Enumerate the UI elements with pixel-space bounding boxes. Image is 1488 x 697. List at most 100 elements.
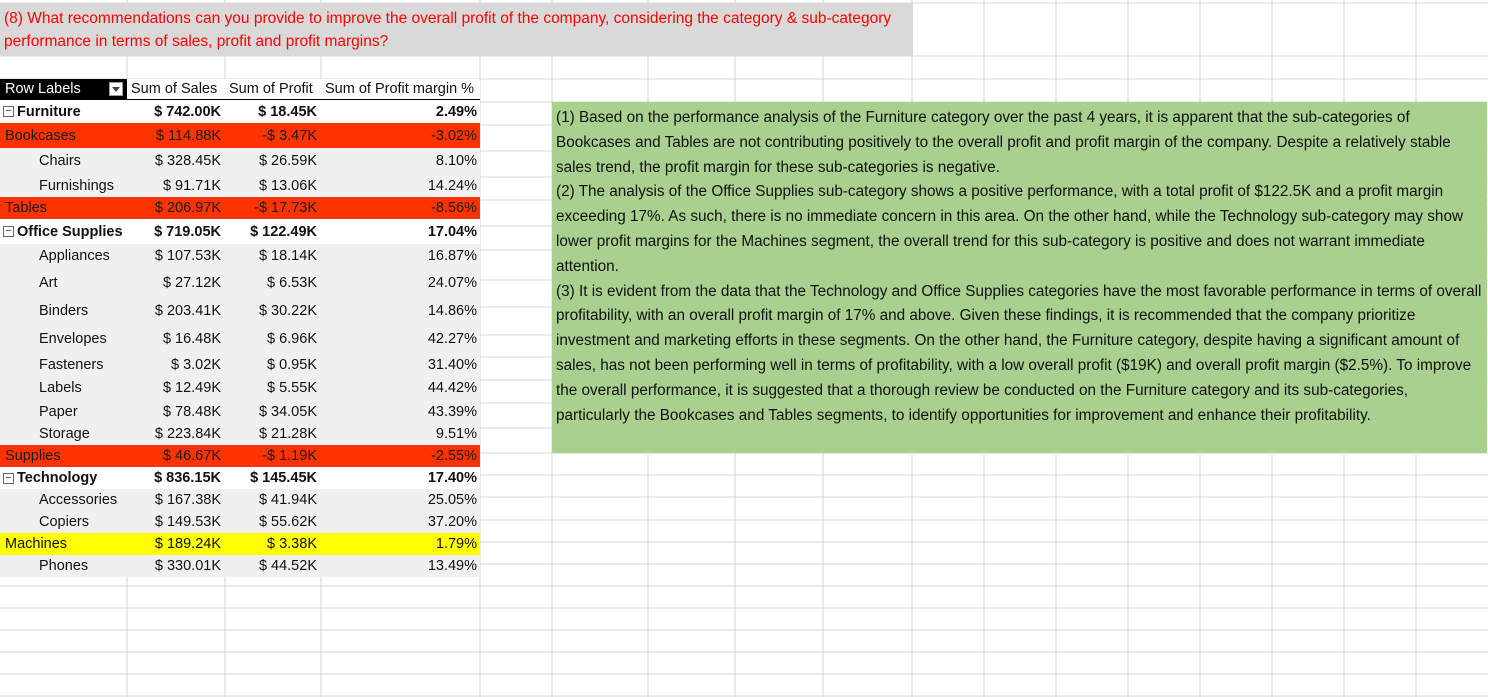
subcategory-sales[interactable]: $ 149.53K [154, 514, 221, 530]
pivot-category-row[interactable]: − Office Supplies $ 719.05K $ 122.49K 17.04% [0, 219, 480, 244]
subcategory-margin[interactable]: 25.05% [427, 492, 477, 508]
pivot-subcategory-row[interactable]: Chairs $ 328.45K $ 26.59K 8.10% [0, 148, 480, 174]
subcategory-sales[interactable]: $ 46.67K [162, 448, 221, 464]
pivot-subcategory-row[interactable]: Bookcases $ 114.88K -$ 3.47K -3.02% [0, 123, 480, 148]
subcategory-name[interactable]: Phones [39, 558, 89, 574]
pivot-subcategory-row[interactable]: Phones $ 330.01K $ 44.52K 13.49% [0, 555, 480, 577]
subcategory-sales[interactable]: $ 203.41K [154, 302, 221, 319]
subcategory-name[interactable]: Fasteners [39, 357, 104, 373]
pivot-subcategory-row[interactable]: Art $ 27.12K $ 6.53K 24.07% [0, 268, 480, 297]
pivot-subcategory-row[interactable]: Fasteners $ 3.02K $ 0.95K 31.40% [0, 354, 480, 376]
subcategory-margin[interactable]: 14.24% [427, 177, 477, 194]
category-margin[interactable]: 17.40% [427, 470, 477, 486]
pivot-subcategory-row[interactable]: Binders $ 203.41K $ 30.22K 14.86% [0, 297, 480, 324]
subcategory-sales[interactable]: $ 78.48K [162, 403, 221, 420]
subcategory-name[interactable]: Envelopes [39, 331, 107, 347]
subcategory-margin[interactable]: -2.55% [431, 448, 477, 464]
subcategory-profit[interactable]: $ 13.06K [258, 177, 317, 194]
subcategory-sales[interactable]: $ 206.97K [154, 200, 221, 216]
subcategory-margin[interactable]: 9.51% [435, 426, 477, 442]
header-row-labels[interactable]: Row Labels [0, 79, 127, 99]
subcategory-margin[interactable]: 24.07% [427, 274, 477, 291]
question-text[interactable]: (8) What recommendations can you provide… [0, 3, 913, 56]
collapse-icon[interactable]: − [3, 472, 14, 484]
subcategory-sales[interactable]: $ 107.53K [154, 248, 221, 264]
subcategory-margin[interactable]: 13.49% [427, 558, 477, 574]
subcategory-profit[interactable]: $ 21.28K [258, 426, 317, 442]
subcategory-margin[interactable]: -8.56% [431, 200, 477, 216]
subcategory-name[interactable]: Accessories [39, 492, 118, 508]
subcategory-sales[interactable]: $ 12.49K [162, 380, 221, 396]
subcategory-profit[interactable]: $ 55.62K [258, 514, 317, 530]
pivot-category-row[interactable]: − Furniture $ 742.00K $ 18.45K 2.49% [0, 100, 480, 123]
subcategory-profit[interactable]: $ 18.14K [258, 248, 317, 264]
filter-dropdown-icon[interactable] [109, 82, 123, 96]
subcategory-margin[interactable]: 8.10% [435, 153, 477, 169]
subcategory-name[interactable]: Binders [39, 302, 89, 319]
category-sales[interactable]: $ 836.15K [154, 470, 221, 486]
category-margin[interactable]: 2.49% [435, 103, 477, 120]
category-sales[interactable]: $ 742.00K [154, 103, 221, 120]
subcategory-margin[interactable]: 14.86% [427, 302, 477, 319]
subcategory-name[interactable]: Appliances [39, 248, 110, 264]
subcategory-sales[interactable]: $ 91.71K [162, 177, 221, 194]
subcategory-sales[interactable]: $ 223.84K [154, 426, 221, 442]
pivot-table[interactable]: Row Labels Sum of Sales Sum of Profit Su… [0, 79, 480, 577]
subcategory-margin[interactable]: 1.79% [435, 536, 477, 552]
subcategory-margin[interactable]: 42.27% [427, 331, 477, 347]
subcategory-sales[interactable]: $ 328.45K [154, 153, 221, 169]
subcategory-sales[interactable]: $ 114.88K [155, 127, 221, 144]
pivot-subcategory-row[interactable]: Paper $ 78.48K $ 34.05K 43.39% [0, 400, 480, 423]
subcategory-margin[interactable]: 37.20% [427, 514, 477, 530]
pivot-subcategory-row[interactable]: Appliances $ 107.53K $ 18.14K 16.87% [0, 244, 480, 268]
subcategory-margin[interactable]: -3.02% [431, 127, 477, 144]
subcategory-profit[interactable]: $ 30.22K [258, 302, 317, 319]
header-sum-of-sales[interactable]: Sum of Sales [131, 81, 218, 97]
recommendations-note[interactable]: (1) Based on the performance analysis of… [552, 102, 1487, 453]
subcategory-margin[interactable]: 31.40% [427, 357, 477, 373]
subcategory-name[interactable]: Storage [39, 426, 90, 442]
subcategory-sales[interactable]: $ 330.01K [154, 558, 221, 574]
subcategory-name[interactable]: Copiers [39, 514, 89, 530]
subcategory-name[interactable]: Tables [5, 200, 47, 216]
subcategory-sales[interactable]: $ 3.02K [171, 357, 221, 373]
subcategory-profit[interactable]: $ 5.55K [267, 380, 317, 396]
subcategory-sales[interactable]: $ 27.12K [162, 274, 221, 291]
category-profit[interactable]: $ 18.45K [258, 103, 317, 120]
pivot-subcategory-row[interactable]: Labels $ 12.49K $ 5.55K 44.42% [0, 376, 480, 400]
subcategory-name[interactable]: Furnishings [39, 177, 114, 194]
subcategory-name[interactable]: Paper [39, 403, 78, 420]
category-sales[interactable]: $ 719.05K [154, 223, 221, 240]
pivot-subcategory-row[interactable]: Tables $ 206.97K -$ 17.73K -8.56% [0, 197, 480, 219]
subcategory-margin[interactable]: 16.87% [427, 248, 477, 264]
subcategory-name[interactable]: Art [39, 274, 58, 291]
category-profit[interactable]: $ 145.45K [250, 470, 317, 486]
category-label[interactable]: − Office Supplies [0, 219, 127, 244]
subcategory-margin[interactable]: 44.42% [427, 380, 477, 396]
subcategory-profit[interactable]: $ 6.53K [267, 274, 317, 291]
subcategory-name[interactable]: Labels [39, 380, 82, 396]
header-sum-of-profit[interactable]: Sum of Profit [229, 81, 313, 97]
pivot-subcategory-row[interactable]: Storage $ 223.84K $ 21.28K 9.51% [0, 423, 480, 445]
subcategory-profit[interactable]: -$ 1.19K [262, 448, 317, 464]
subcategory-profit[interactable]: $ 26.59K [258, 153, 317, 169]
collapse-icon[interactable]: − [3, 106, 14, 117]
subcategory-profit[interactable]: $ 34.05K [258, 403, 317, 420]
subcategory-margin[interactable]: 43.39% [427, 403, 477, 420]
subcategory-sales[interactable]: $ 189.24K [154, 536, 221, 552]
subcategory-sales[interactable]: $ 167.38K [154, 492, 221, 508]
category-profit[interactable]: $ 122.49K [250, 223, 317, 240]
category-margin[interactable]: 17.04% [427, 223, 477, 240]
subcategory-profit[interactable]: $ 3.38K [267, 536, 317, 552]
pivot-subcategory-row[interactable]: Accessories $ 167.38K $ 41.94K 25.05% [0, 489, 480, 511]
subcategory-profit[interactable]: $ 44.52K [258, 558, 317, 574]
subcategory-profit[interactable]: $ 41.94K [258, 492, 317, 508]
subcategory-name[interactable]: Machines [5, 536, 68, 552]
pivot-subcategory-row[interactable]: Furnishings $ 91.71K $ 13.06K 14.24% [0, 174, 480, 197]
pivot-subcategory-row[interactable]: Supplies $ 46.67K -$ 1.19K -2.55% [0, 445, 480, 467]
subcategory-name[interactable]: Bookcases [5, 127, 76, 144]
pivot-subcategory-row[interactable]: Envelopes $ 16.48K $ 6.96K 42.27% [0, 324, 480, 354]
category-label[interactable]: − Technology [0, 467, 127, 489]
category-label[interactable]: − Furniture [0, 100, 127, 123]
subcategory-profit[interactable]: $ 6.96K [267, 331, 317, 347]
